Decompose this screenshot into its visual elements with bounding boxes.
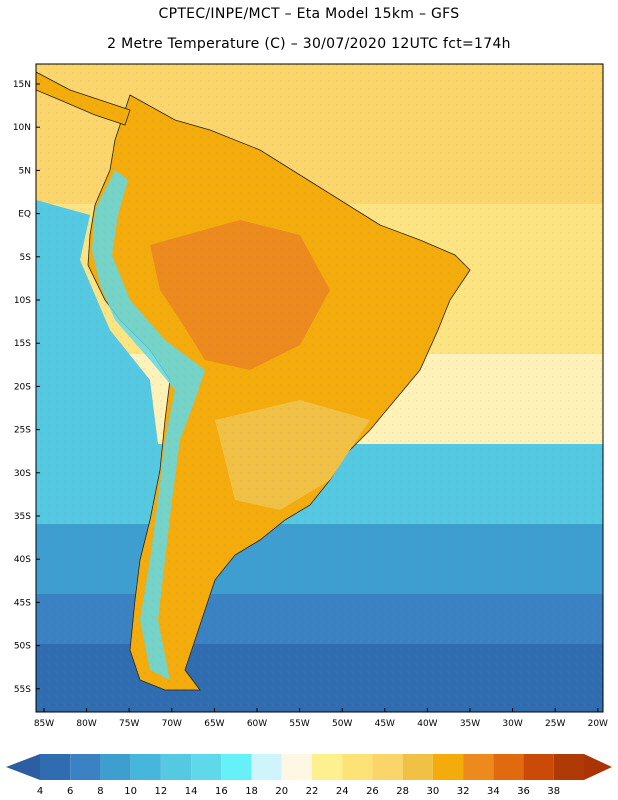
colorbar-swatch — [553, 754, 584, 780]
lon-tick-label: 35W — [460, 719, 480, 729]
colorbar-label: 24 — [336, 786, 349, 797]
lat-tick-label: 10S — [14, 296, 31, 306]
colorbar-label: 12 — [155, 786, 168, 797]
colorbar-low-arrow — [6, 754, 40, 780]
lat-tick-label: EQ — [18, 210, 31, 220]
lat-tick-label: 10N — [13, 123, 31, 133]
colorbar-label: 14 — [185, 786, 198, 797]
map-subtitle: 2 Metre Temperature (C) – 30/07/2020 12U… — [107, 36, 511, 52]
lon-tick-label: 80W — [76, 719, 96, 729]
lon-tick-label: 70W — [162, 719, 182, 729]
colorbar-label: 30 — [427, 786, 440, 797]
lat-tick-label: 30S — [14, 469, 31, 479]
lon-tick-label: 45W — [375, 719, 395, 729]
colorbar-label: 8 — [97, 786, 103, 797]
graticule-dots — [36, 64, 603, 712]
colorbar-swatch — [312, 754, 343, 780]
colorbar-swatch — [100, 754, 131, 780]
colorbar-swatch — [281, 754, 312, 780]
lat-tick-label: 25S — [14, 426, 31, 436]
colorbar-swatch — [191, 754, 222, 780]
lat-tick-label: 45S — [14, 598, 31, 608]
lat-tick-label: 15N — [13, 80, 31, 90]
colorbar-swatch — [342, 754, 373, 780]
lat-tick-label: 20S — [14, 382, 31, 392]
lon-tick-label: 30W — [502, 719, 522, 729]
lon-tick-label: 50W — [332, 719, 352, 729]
colorbar-swatch — [402, 754, 433, 780]
colorbar-swatch — [493, 754, 524, 780]
lon-tick-label: 85W — [34, 719, 54, 729]
colorbar-swatch — [221, 754, 252, 780]
map-field — [36, 64, 603, 712]
colorbar-label: 34 — [487, 786, 500, 797]
map-title: CPTEC/INPE/MCT – Eta Model 15km – GFS — [158, 6, 460, 22]
colorbar-label: 32 — [457, 786, 470, 797]
colorbar-label: 10 — [124, 786, 137, 797]
lat-tick-label: 50S — [14, 642, 31, 652]
lon-tick-label: 40W — [417, 719, 437, 729]
longitude-axis: 85W 80W 75W 70W 65W 60W 55W 50W 45W 40W 35W 30W 25W 2… — [34, 708, 608, 729]
lat-tick-label: 55S — [14, 685, 31, 695]
lat-tick-label: 15S — [14, 339, 31, 349]
colorbar-swatch — [70, 754, 101, 780]
colorbar-swatch — [160, 754, 192, 780]
colorbar-label: 4 — [37, 786, 43, 797]
colorbar-swatch — [463, 754, 494, 780]
colorbar-label: 26 — [366, 786, 379, 797]
colorbar-label: 36 — [517, 786, 530, 797]
map-frame — [35, 63, 604, 713]
colorbar-swatch — [251, 754, 282, 780]
colorbar-label: 6 — [67, 786, 73, 797]
lon-tick-label: 55W — [289, 719, 309, 729]
colorbar-label: 38 — [547, 786, 560, 797]
lon-tick-label: 20W — [588, 719, 608, 729]
lon-tick-label: 25W — [545, 719, 565, 729]
colorbar-swatch — [523, 754, 554, 780]
colorbar-swatch — [372, 754, 403, 780]
lon-tick-label: 60W — [247, 719, 267, 729]
lat-tick-label: 40S — [14, 555, 31, 565]
colorbar-swatch — [40, 754, 71, 780]
colorbar-label: 16 — [215, 786, 228, 797]
lon-tick-label: 65W — [204, 719, 224, 729]
colorbar-swatch — [432, 754, 464, 780]
lat-tick-label: 35S — [14, 512, 31, 522]
lat-tick-label: 5S — [20, 253, 32, 263]
colorbar-swatch — [130, 754, 161, 780]
colorbar-label: 28 — [396, 786, 409, 797]
colorbar-label: 20 — [275, 786, 288, 797]
colorbar-label: 18 — [245, 786, 258, 797]
lat-tick-label: 5N — [19, 166, 31, 176]
latitude-axis: 15N 10N 5N EQ 5S 10S 15S 20S 25S 30S 35S 40S 45S 50S 5… — [13, 80, 40, 695]
colorbar-label: 22 — [306, 786, 319, 797]
colorbar-high-arrow — [584, 754, 612, 780]
lon-tick-label: 75W — [119, 719, 139, 729]
